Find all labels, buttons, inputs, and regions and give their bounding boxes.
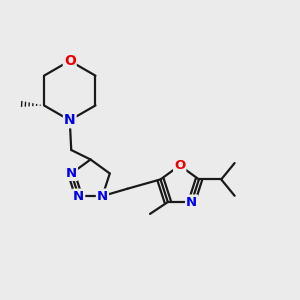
Text: O: O bbox=[174, 159, 185, 172]
Text: N: N bbox=[64, 113, 76, 127]
Text: O: O bbox=[64, 54, 76, 68]
Text: N: N bbox=[73, 190, 84, 202]
Text: N: N bbox=[186, 196, 197, 208]
Text: N: N bbox=[66, 167, 77, 180]
Text: N: N bbox=[97, 190, 108, 202]
